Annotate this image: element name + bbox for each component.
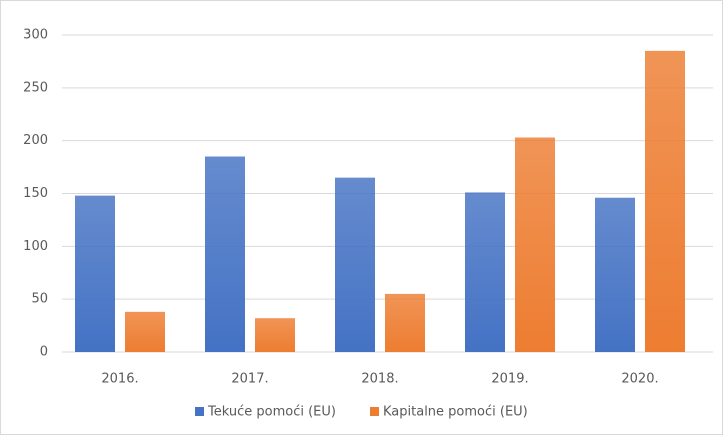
x-tick-label: 2017. — [231, 372, 268, 387]
y-tick-label: 0 — [40, 345, 48, 360]
legend-label: Tekuće pomoći (EU) — [207, 405, 336, 420]
bar — [385, 293, 425, 352]
y-tick-label: 250 — [23, 80, 48, 95]
bar — [645, 50, 685, 352]
bar — [75, 195, 115, 352]
legend-swatch — [370, 407, 379, 416]
bar — [255, 318, 295, 352]
bar — [595, 197, 635, 352]
legend-swatch — [195, 407, 204, 416]
x-tick-label: 2020. — [621, 372, 658, 387]
y-tick-label: 200 — [23, 133, 48, 148]
y-tick-label: 100 — [23, 239, 48, 254]
x-tick-label: 2019. — [491, 372, 528, 387]
x-tick-label: 2016. — [101, 372, 138, 387]
legend-label: Kapitalne pomoći (EU) — [383, 405, 528, 420]
x-tick-label: 2018. — [361, 372, 398, 387]
bar — [465, 192, 505, 352]
bar — [335, 177, 375, 352]
y-tick-label: 150 — [23, 186, 48, 201]
bar — [125, 311, 165, 352]
y-tick-label: 50 — [31, 292, 48, 307]
y-tick-label: 300 — [23, 28, 48, 43]
bar — [205, 156, 245, 352]
bar — [515, 137, 555, 352]
